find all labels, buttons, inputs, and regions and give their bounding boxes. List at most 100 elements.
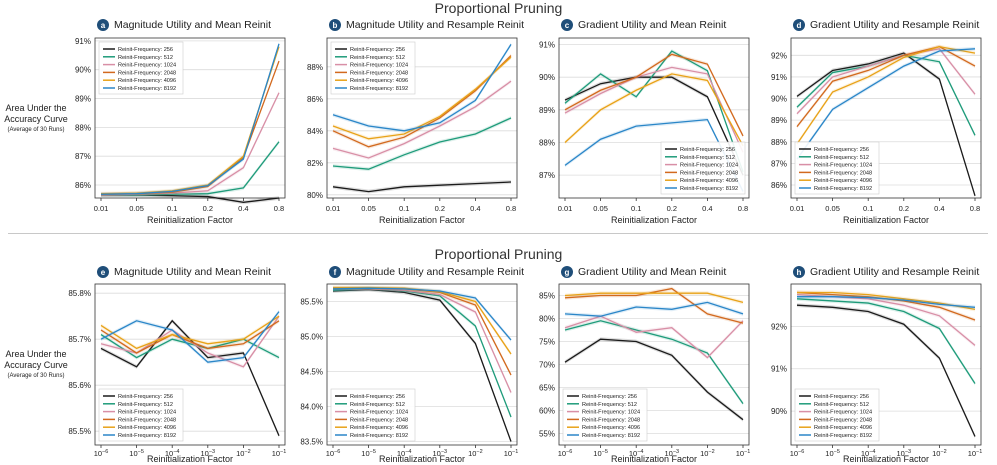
chart-c: 87% 88% 89% 90% 91% 0.01 0.05 0.1 0.2 0.4 0.8 Reini… — [539, 19, 750, 225]
legend: Reinit-Frequency: 256 Reinit-Frequency: 5… — [562, 388, 648, 442]
x-tick-label: 0.2 — [667, 204, 677, 213]
x-tick-exponent: −5 — [370, 449, 376, 455]
series-line — [100, 92, 280, 196]
y-tick-label: 65% — [539, 384, 555, 393]
panel-title: Gradient Utility and Resample Reinit — [810, 19, 979, 31]
legend-label: Reinit-Frequency: 256 — [814, 394, 869, 400]
x-tick-label: 0.4 — [934, 204, 944, 213]
chart-f: 83.5% 84.0% 84.5% 85.0% 85.5% 10−6 10−5 10−4 10−… — [300, 266, 524, 464]
x-tick-exponent: −2 — [940, 449, 946, 455]
y-tick-label: 86% — [75, 181, 91, 190]
y-tick-label: 85.6% — [68, 381, 91, 390]
x-tick-label: 10−3 — [200, 449, 215, 458]
x-axis-label: Reinitialization Factor — [147, 215, 233, 225]
x-tick-exponent: −2 — [708, 449, 714, 455]
series-line — [797, 296, 976, 308]
series-line — [564, 53, 744, 137]
panel-badge-letter: b — [333, 21, 338, 30]
y-tick-label: 91% — [771, 73, 787, 82]
y-label-line2: Accuracy Curve — [4, 360, 68, 370]
panel-badge-circle — [561, 266, 573, 278]
series-line — [100, 315, 280, 350]
x-tick-label: 0.01 — [558, 204, 573, 213]
panel-badge-circle — [329, 19, 341, 31]
series-line — [564, 76, 744, 176]
series-line — [100, 311, 280, 363]
x-axis-label: Reinitialization Factor — [843, 215, 929, 225]
x-tick-label: 0.4 — [702, 204, 712, 213]
x-axis-label: Reinitialization Factor — [611, 454, 697, 464]
x-tick-exponent: −3 — [209, 449, 215, 455]
series-line — [332, 288, 512, 442]
y-tick-label: 90% — [75, 66, 91, 75]
series-line — [564, 292, 744, 304]
legend-label: Reinit-Frequency: 512 — [350, 55, 405, 61]
series-line — [564, 73, 744, 147]
y-tick-label: 88% — [307, 63, 323, 72]
series-line — [100, 320, 280, 354]
x-tick-exponent: −3 — [441, 449, 447, 455]
x-tick-label: 0.01 — [326, 204, 341, 213]
x-tick-exponent: −1 — [976, 449, 982, 455]
x-tick-label: 0.2 — [203, 204, 213, 213]
x-tick-label: 0.1 — [631, 204, 641, 213]
y-tick-label: 85.0% — [300, 333, 323, 342]
x-tick-exponent: −5 — [138, 449, 144, 455]
legend-label: Reinit-Frequency: 1024 — [814, 163, 872, 169]
plot-frame — [790, 37, 982, 199]
y-tick-label: 88% — [771, 138, 787, 147]
legend-label: Reinit-Frequency: 1024 — [118, 410, 176, 416]
legend-label: Reinit-Frequency: 256 — [118, 394, 173, 400]
series-line — [332, 44, 512, 132]
legend-label: Reinit-Frequency: 256 — [582, 394, 637, 400]
panel-badge-letter: h — [797, 268, 802, 277]
x-tick-label: 0.05 — [129, 204, 144, 213]
bottom-row-y-label: Area Under the Accuracy Curve (Average o… — [0, 349, 72, 382]
legend-box — [794, 141, 880, 195]
series-band — [101, 314, 279, 351]
row-divider — [8, 233, 988, 234]
series-band — [797, 294, 975, 310]
legend-label: Reinit-Frequency: 4096 — [350, 425, 408, 431]
x-tick-label: 10−2 — [468, 449, 483, 458]
y-tick-label: 86% — [307, 95, 323, 104]
x-tick-label: 10−4 — [629, 449, 644, 458]
series-line — [332, 117, 512, 170]
y-tick-label: 85.8% — [68, 289, 91, 298]
x-tick-exponent: −6 — [566, 449, 572, 455]
x-tick-label: 10−1 — [736, 449, 751, 458]
bottom-row-title: Proportional Pruning — [434, 246, 563, 262]
x-tick-exponent: −1 — [512, 449, 518, 455]
chart-b: 80% 82% 84% 86% 88% 0.01 0.05 0.1 0.2 0.4 0.8 Reini… — [307, 19, 524, 225]
series-line — [564, 338, 744, 421]
legend-label: Reinit-Frequency: 256 — [680, 147, 735, 153]
y-tick-label: 91% — [75, 37, 91, 46]
series-line — [332, 287, 512, 341]
x-tick-label: 10−1 — [504, 449, 519, 458]
y-tick-label: 85.5% — [68, 427, 91, 436]
panel-badge-letter: a — [101, 21, 106, 30]
y-tick-label: 90% — [771, 407, 787, 416]
plot-frame — [790, 283, 982, 446]
legend-label: Reinit-Frequency: 2048 — [118, 70, 176, 76]
legend-label: Reinit-Frequency: 8192 — [680, 186, 738, 192]
legend: Reinit-Frequency: 256 Reinit-Frequency: 5… — [794, 388, 880, 442]
series-line — [796, 48, 976, 160]
plot-frame — [94, 37, 286, 199]
legend-label: Reinit-Frequency: 512 — [118, 402, 173, 408]
series-line — [332, 55, 512, 148]
y-label-sub: (Average of 30 Runs) — [7, 127, 65, 133]
y-tick-label: 92% — [771, 51, 787, 60]
x-tick-exponent: −2 — [244, 449, 250, 455]
legend-box — [98, 388, 184, 442]
panel-title: Gradient Utility and Mean Reinit — [578, 266, 726, 278]
y-tick-label: 87% — [771, 159, 787, 168]
legend-label: Reinit-Frequency: 2048 — [582, 417, 640, 423]
x-tick-label: 0.05 — [825, 204, 840, 213]
panel-badge-letter: c — [565, 21, 570, 30]
y-tick-label: 55% — [539, 430, 555, 439]
y-tick-label: 91% — [539, 41, 555, 50]
panel-badge-circle — [793, 266, 805, 278]
x-tick-label: 0.4 — [238, 204, 248, 213]
panel-badge-letter: f — [334, 268, 337, 277]
